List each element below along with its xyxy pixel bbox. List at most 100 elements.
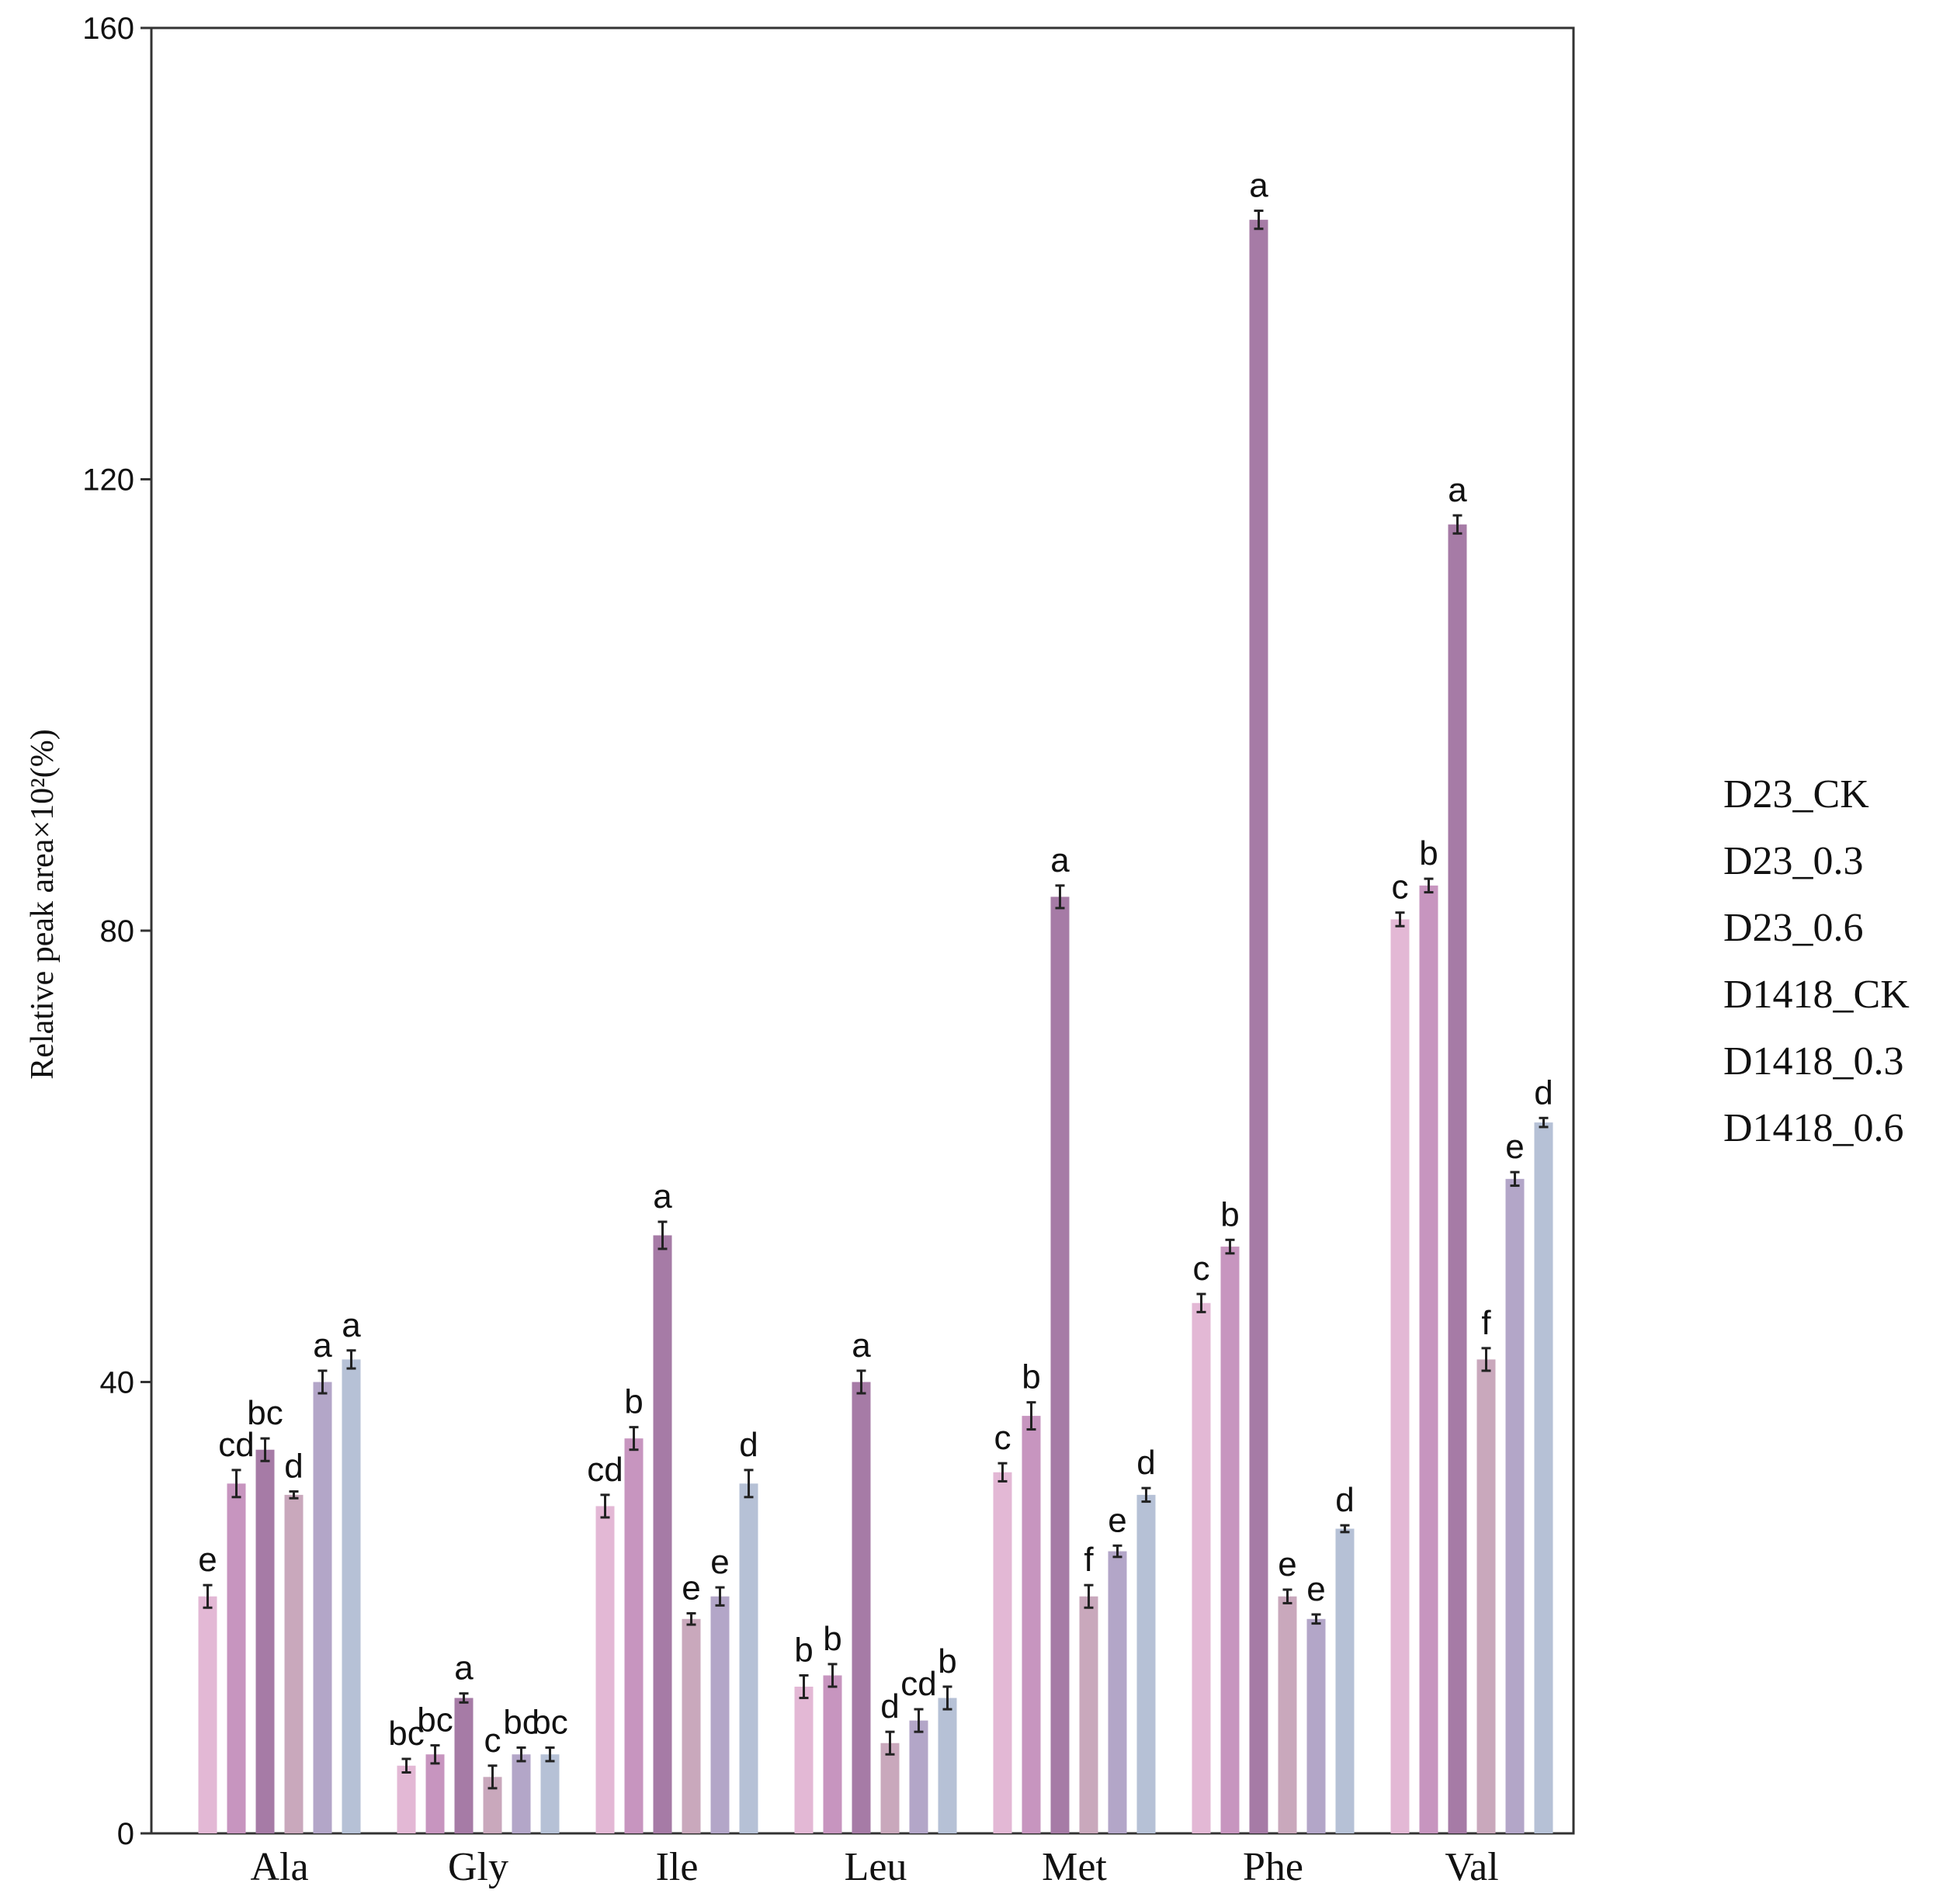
y-tick-label: 0: [117, 1817, 134, 1851]
x-tick-label: Val: [1445, 1845, 1498, 1889]
significance-label: a: [1050, 841, 1070, 879]
significance-label: cd: [900, 1665, 936, 1703]
significance-label: d: [284, 1448, 303, 1486]
significance-label: a: [1448, 471, 1467, 509]
significance-label: f: [1481, 1304, 1491, 1342]
significance-label: a: [313, 1327, 332, 1365]
significance-label: a: [1249, 167, 1268, 205]
bar-D23_0.6-Gly: [454, 1698, 474, 1833]
y-tick-label: 40: [100, 1366, 135, 1400]
significance-label: b: [938, 1642, 956, 1680]
x-tick-label: Ile: [656, 1845, 699, 1889]
significance-label: bc: [503, 1704, 539, 1742]
bar-D1418_CK-Ala: [284, 1494, 304, 1833]
y-tick-label: 80: [100, 914, 135, 949]
bar-D1418_0.6-Ala: [342, 1359, 361, 1833]
significance-label: bc: [532, 1704, 567, 1742]
bar-D1418_0.6-Ile: [739, 1483, 758, 1833]
x-tick-label: Ala: [250, 1845, 308, 1889]
significance-label: e: [198, 1541, 217, 1579]
significance-label: d: [739, 1426, 758, 1464]
bar-D23_0.6-Leu: [852, 1382, 871, 1833]
bar-D23_0.3-Ala: [227, 1483, 246, 1833]
significance-label: cd: [587, 1451, 623, 1489]
y-tick-label: 120: [82, 463, 134, 498]
significance-label: a: [653, 1177, 672, 1216]
y-tick-label: 160: [82, 12, 134, 46]
bar-D23_0.6-Val: [1448, 524, 1467, 1833]
bar-D23_0.6-Phe: [1249, 220, 1268, 1834]
significance-label: c: [994, 1419, 1011, 1457]
significance-label: e: [1278, 1545, 1296, 1583]
legend-entry: D23_0.3: [1723, 839, 1864, 883]
significance-label: d: [1335, 1481, 1354, 1519]
significance-label: b: [1022, 1358, 1040, 1396]
bar-D23_CK-Leu: [794, 1687, 814, 1833]
bar-D1418_CK-Phe: [1278, 1596, 1297, 1833]
bar-D23_0.3-Ile: [624, 1438, 644, 1833]
legend-entry: D23_CK: [1723, 772, 1869, 817]
significance-label: b: [1419, 834, 1438, 872]
bar-D23_CK-Ala: [198, 1596, 217, 1833]
significance-label: d: [880, 1687, 899, 1725]
x-axis: Ala Gly Ile Leu Met Phe Val: [250, 1845, 1498, 1889]
bar-D23_0.6-Met: [1050, 897, 1070, 1833]
bar-D1418_0.3-Met: [1108, 1551, 1127, 1833]
bar-D23_0.3-Met: [1022, 1416, 1041, 1833]
bar-D1418_0.3-Gly: [512, 1754, 531, 1833]
bar-D1418_CK-Leu: [880, 1743, 900, 1833]
bar-D23_CK-Ile: [595, 1506, 615, 1833]
significance-label: bc: [417, 1701, 453, 1739]
bar-D1418_CK-Ile: [682, 1618, 701, 1833]
bar-D1418_CK-Met: [1079, 1596, 1098, 1833]
significance-label: d: [1136, 1444, 1155, 1482]
significance-label: c: [1193, 1250, 1210, 1288]
legend-entry: D1418_CK: [1723, 973, 1910, 1017]
legend: D23_CK D23_0.3 D23_0.6 D1418_CK D1418_0.3 D14…: [1723, 772, 1910, 1150]
significance-label: f: [1084, 1541, 1094, 1579]
bar-D1418_0.6-Val: [1534, 1122, 1553, 1833]
bar-D1418_0.6-Leu: [938, 1698, 957, 1833]
significance-label: c: [484, 1722, 501, 1760]
significance-label: c: [1392, 869, 1409, 907]
bar-D23_0.6-Ile: [653, 1235, 672, 1833]
y-axis-title: Relative peak area×10²(%): [25, 729, 61, 1079]
legend-entry: D1418_0.6: [1723, 1106, 1904, 1150]
significance-label: a: [454, 1649, 474, 1687]
bar-D23_0.3-Leu: [823, 1675, 842, 1833]
bar-D23_CK-Met: [993, 1472, 1012, 1833]
significance-label: e: [1505, 1128, 1524, 1166]
bar-D1418_0.6-Phe: [1335, 1528, 1355, 1833]
x-tick-label: Leu: [845, 1845, 907, 1889]
x-tick-label: Phe: [1243, 1845, 1303, 1889]
x-tick-label: Met: [1042, 1845, 1107, 1889]
bar-D1418_0.3-Ala: [313, 1382, 332, 1833]
bar-D23_0.3-Gly: [425, 1754, 445, 1833]
bar-D1418_0.6-Gly: [540, 1754, 560, 1833]
bar-D1418_CK-Val: [1476, 1359, 1496, 1833]
bar-D23_0.3-Val: [1419, 885, 1438, 1833]
significance-label: cd: [218, 1426, 254, 1464]
bar-D1418_0.6-Met: [1136, 1494, 1156, 1833]
significance-label: b: [624, 1383, 643, 1421]
bar-D23_0.3-Phe: [1220, 1247, 1240, 1833]
y-axis: 0 40 80 120 160: [82, 12, 151, 1851]
significance-label: b: [823, 1620, 841, 1658]
legend-entry: D1418_0.3: [1723, 1039, 1904, 1084]
significance-label: b: [794, 1631, 813, 1669]
significance-label: e: [1108, 1501, 1126, 1539]
significance-label: e: [1306, 1570, 1325, 1608]
significance-label: d: [1534, 1073, 1553, 1112]
bar-D1418_0.3-Leu: [909, 1720, 928, 1833]
significance-label: a: [852, 1327, 871, 1365]
bar-D1418_0.3-Val: [1505, 1178, 1525, 1833]
bar-D23_0.6-Ala: [255, 1449, 275, 1833]
significance-label: a: [342, 1306, 361, 1344]
significance-label: bc: [388, 1715, 424, 1753]
significance-label: e: [710, 1543, 729, 1581]
bar-D23_CK-Gly: [397, 1765, 416, 1833]
bar-D23_CK-Phe: [1192, 1302, 1211, 1833]
legend-entry: D23_0.6: [1723, 906, 1864, 950]
